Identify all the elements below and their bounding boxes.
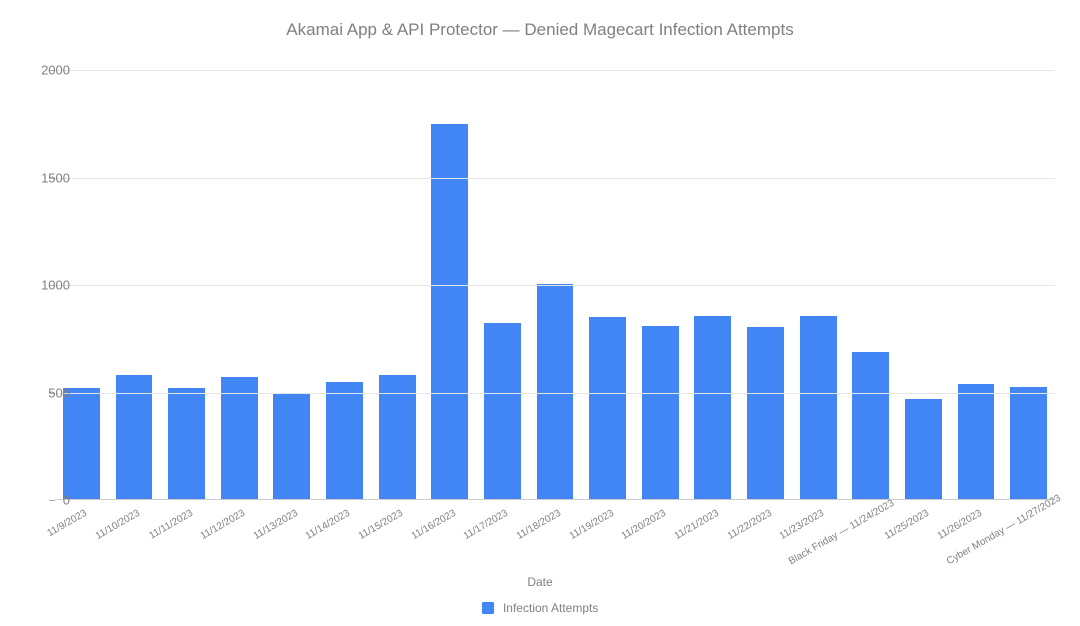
- x-axis-label: 11/10/2023: [50, 508, 142, 568]
- x-axis-label: 11/25/2023: [839, 508, 931, 568]
- chart-title: Akamai App & API Protector — Denied Mage…: [0, 20, 1080, 40]
- x-axis-title: Date: [0, 575, 1080, 589]
- x-axis-label: Cyber Monday — 11/27/2023: [945, 508, 1037, 568]
- x-axis-label: 11/20/2023: [576, 508, 668, 568]
- bar: [326, 382, 363, 500]
- gridline: [55, 70, 1055, 71]
- bar: [800, 316, 837, 500]
- chart-container: Akamai App & API Protector — Denied Mage…: [0, 0, 1080, 626]
- y-axis-label: 0: [63, 493, 70, 508]
- x-axis-label: 11/14/2023: [260, 508, 352, 568]
- x-axis-label: 11/12/2023: [155, 508, 247, 568]
- bar: [747, 327, 784, 500]
- plot-area: [55, 70, 1055, 500]
- bar: [63, 388, 100, 500]
- bar: [958, 384, 995, 500]
- y-tick: [49, 500, 55, 501]
- bar: [379, 375, 416, 500]
- y-axis-label: 500: [48, 385, 70, 400]
- legend-label: Infection Attempts: [503, 601, 598, 615]
- x-axis-label: 11/11/2023: [102, 508, 194, 568]
- x-axis-label: 11/19/2023: [523, 508, 615, 568]
- gridline: [55, 393, 1055, 394]
- x-axis-label: 11/23/2023: [734, 508, 826, 568]
- x-axis-label: 11/17/2023: [418, 508, 510, 568]
- x-axis-label: Black Friday — 11/24/2023: [787, 508, 879, 568]
- bar: [694, 316, 731, 500]
- bar: [905, 399, 942, 500]
- gridline: [55, 285, 1055, 286]
- bar: [273, 393, 310, 501]
- bar: [852, 352, 889, 500]
- y-axis-label: 2000: [41, 63, 70, 78]
- bar: [589, 317, 626, 500]
- bar: [642, 326, 679, 500]
- legend: Infection Attempts: [0, 600, 1080, 615]
- legend-swatch: [482, 602, 494, 614]
- bar: [221, 377, 258, 500]
- bar: [1010, 387, 1047, 500]
- bar: [116, 375, 153, 500]
- gridline: [55, 178, 1055, 179]
- bar: [484, 323, 521, 500]
- x-axis-label: 11/9/2023: [0, 508, 89, 568]
- x-axis-label: 11/26/2023: [892, 508, 984, 568]
- x-axis-label: 11/16/2023: [366, 508, 458, 568]
- x-axis-label: 11/22/2023: [681, 508, 773, 568]
- x-axis-labels: 11/9/202311/10/202311/11/202311/12/20231…: [55, 502, 1055, 572]
- bar: [168, 388, 205, 500]
- x-axis-baseline: [55, 499, 1055, 500]
- x-axis-label: 11/15/2023: [313, 508, 405, 568]
- bar: [431, 124, 468, 500]
- x-axis-label: 11/18/2023: [471, 508, 563, 568]
- x-axis-label: 11/21/2023: [629, 508, 721, 568]
- x-axis-label: 11/13/2023: [208, 508, 300, 568]
- y-axis-label: 1000: [41, 278, 70, 293]
- y-axis-label: 1500: [41, 170, 70, 185]
